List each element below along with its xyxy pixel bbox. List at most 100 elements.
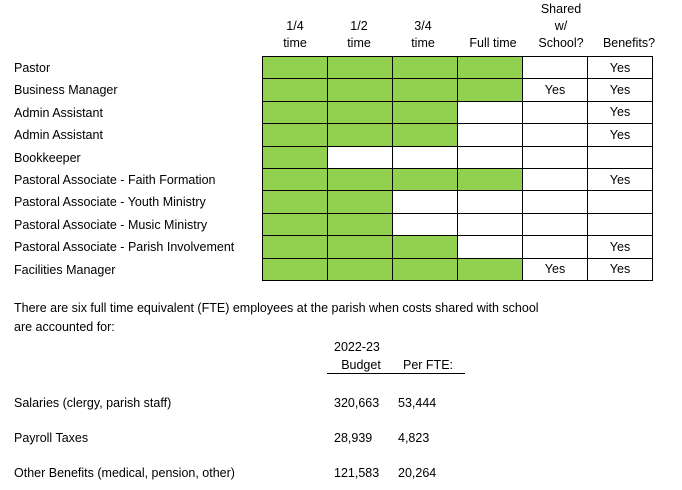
role-label: Business Manager bbox=[14, 83, 118, 98]
grid-row bbox=[262, 145, 653, 169]
time-cell bbox=[262, 55, 328, 80]
role-label: Bookkeeper bbox=[14, 150, 81, 165]
shared-cell: Yes bbox=[522, 78, 588, 102]
budget-label: Other Benefits (medical, pension, other) bbox=[14, 466, 235, 480]
time-cell bbox=[262, 235, 328, 259]
time-cell bbox=[457, 123, 523, 147]
time-cell bbox=[457, 190, 523, 214]
time-cell bbox=[457, 235, 523, 259]
column-header-full-time: Full time bbox=[460, 1, 526, 52]
time-cell bbox=[457, 167, 523, 192]
time-cell bbox=[327, 145, 393, 169]
budget-amount: 320,663 bbox=[334, 396, 380, 410]
header-line1 bbox=[596, 1, 662, 18]
header-line1 bbox=[331, 1, 387, 18]
role-label: Admin Assistant bbox=[14, 105, 103, 120]
time-cell bbox=[262, 145, 328, 169]
time-cell bbox=[327, 212, 393, 237]
header-line1 bbox=[267, 1, 323, 18]
budget-label: Payroll Taxes bbox=[14, 431, 89, 445]
benefits-cell: Yes bbox=[587, 55, 653, 80]
budget-header-per-fte: Per FTE: bbox=[395, 358, 465, 374]
header-line3: time bbox=[283, 36, 307, 50]
time-cell bbox=[262, 257, 328, 281]
shared-cell bbox=[522, 100, 588, 125]
grid-row: Yes bbox=[262, 235, 653, 259]
time-cell bbox=[392, 123, 458, 147]
header-line2: 3/4 bbox=[414, 19, 432, 33]
benefits-cell: Yes bbox=[587, 257, 653, 281]
time-cell bbox=[457, 55, 523, 80]
shared-cell bbox=[522, 123, 588, 147]
role-label: Pastoral Associate - Music Ministry bbox=[14, 217, 208, 232]
header-line2 bbox=[460, 18, 526, 35]
grid-row: Yes Yes bbox=[262, 257, 653, 281]
column-header-shared-with-school: Shared w/ School? bbox=[530, 1, 592, 52]
shared-cell bbox=[522, 212, 588, 237]
time-cell bbox=[457, 257, 523, 281]
role-label: Pastoral Associate - Parish Involvement bbox=[14, 240, 235, 255]
fte-note-line2: are accounted for: bbox=[14, 320, 115, 334]
benefits-cell: Yes bbox=[587, 167, 653, 192]
column-header-quarter-time: 1/4 time bbox=[267, 1, 323, 52]
benefits-cell: Yes bbox=[587, 100, 653, 125]
budget-amount: 28,939 bbox=[334, 431, 373, 445]
time-cell bbox=[262, 167, 328, 192]
time-cell bbox=[327, 257, 393, 281]
time-cell bbox=[457, 100, 523, 125]
budget-label: Salaries (clergy, parish staff) bbox=[14, 396, 172, 410]
time-cell bbox=[392, 167, 458, 192]
benefits-cell bbox=[587, 145, 653, 169]
header-line2 bbox=[596, 18, 662, 35]
role-list: Pastor Business Manager Admin Assistant … bbox=[14, 57, 234, 281]
time-cell bbox=[392, 190, 458, 214]
grid-row: Yes bbox=[262, 167, 653, 192]
header-line1 bbox=[395, 1, 451, 18]
benefits-cell: Yes bbox=[587, 235, 653, 259]
shared-cell: Yes bbox=[522, 257, 588, 281]
staff-time-grid: Yes Yes Yes Yes Yes Yes Yes Yes Yes bbox=[262, 55, 653, 281]
role-label: Facilities Manager bbox=[14, 262, 116, 277]
benefits-cell: Yes bbox=[587, 123, 653, 147]
budget-per-fte: 20,264 bbox=[398, 466, 437, 480]
shared-cell bbox=[522, 145, 588, 169]
grid-row: Yes bbox=[262, 100, 653, 125]
time-cell bbox=[457, 145, 523, 169]
time-cell bbox=[392, 100, 458, 125]
header-line2: w/ bbox=[554, 19, 568, 33]
shared-cell bbox=[522, 55, 588, 80]
benefits-cell bbox=[587, 212, 653, 237]
grid-row: Yes bbox=[262, 55, 653, 80]
header-line1: Shared bbox=[540, 2, 582, 16]
time-cell bbox=[327, 235, 393, 259]
budget-per-fte: 53,444 bbox=[398, 396, 437, 410]
time-cell bbox=[327, 78, 393, 102]
time-cell bbox=[262, 212, 328, 237]
header-line2: 1/4 bbox=[286, 19, 304, 33]
time-cell bbox=[262, 123, 328, 147]
time-cell bbox=[392, 257, 458, 281]
column-header-three-quarter-time: 3/4 time bbox=[395, 1, 451, 52]
time-cell bbox=[327, 190, 393, 214]
benefits-cell bbox=[587, 190, 653, 214]
header-line3: time bbox=[347, 36, 371, 50]
time-cell bbox=[327, 167, 393, 192]
time-cell bbox=[392, 145, 458, 169]
time-cell bbox=[327, 123, 393, 147]
role-label: Admin Assistant bbox=[14, 128, 103, 143]
header-line3: Full time bbox=[469, 36, 517, 50]
time-cell bbox=[262, 100, 328, 125]
header-line3: School? bbox=[538, 36, 584, 50]
header-line3: Benefits? bbox=[602, 36, 656, 50]
grid-row bbox=[262, 190, 653, 214]
header-line2: 1/2 bbox=[350, 19, 368, 33]
time-cell bbox=[392, 78, 458, 102]
budget-amount: 121,583 bbox=[334, 466, 380, 480]
time-cell bbox=[392, 212, 458, 237]
time-cell bbox=[457, 212, 523, 237]
time-cell bbox=[457, 78, 523, 102]
header-line1 bbox=[460, 1, 526, 18]
grid-row: Yes bbox=[262, 123, 653, 147]
column-header-half-time: 1/2 time bbox=[331, 1, 387, 52]
role-label: Pastoral Associate - Faith Formation bbox=[14, 172, 216, 187]
